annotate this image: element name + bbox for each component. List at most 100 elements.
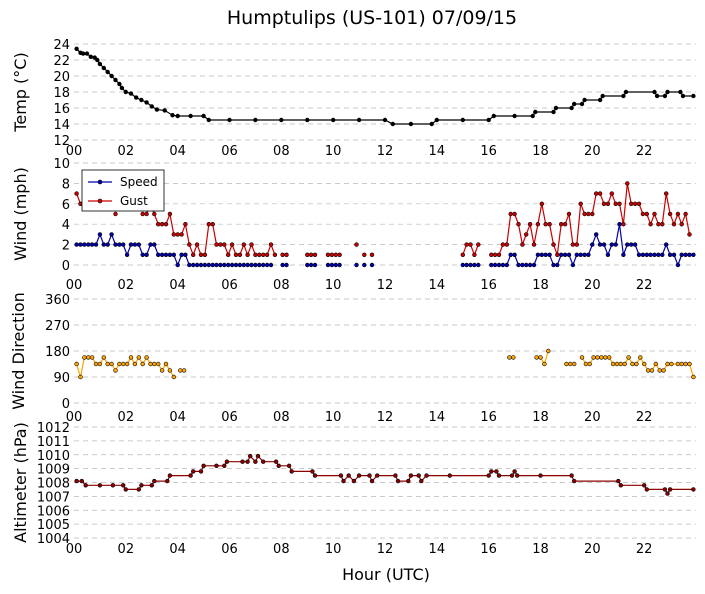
y-tick-label: 1008: [37, 477, 70, 492]
data-point: [120, 242, 126, 247]
data-point: [571, 361, 577, 367]
data-point: [569, 105, 574, 111]
x-tick-label: 08: [273, 144, 290, 159]
x-tick-label: 08: [273, 410, 290, 425]
data-point: [683, 211, 688, 217]
y-axis-label: Wind (mph): [11, 167, 30, 261]
data-point: [82, 355, 87, 360]
data-point: [218, 242, 223, 247]
data-point: [329, 252, 335, 258]
data-point: [198, 252, 204, 258]
y-tick-label: 360: [45, 293, 70, 308]
data-point: [644, 211, 649, 217]
data-point: [74, 361, 79, 367]
data-point: [264, 262, 270, 268]
y-tick-label: 90: [53, 371, 70, 386]
data-point: [233, 262, 239, 268]
data-point: [152, 361, 157, 367]
data-point: [124, 252, 130, 258]
data-point: [284, 262, 289, 268]
data-point: [593, 191, 599, 196]
data-point: [123, 487, 129, 492]
data-point: [562, 252, 568, 258]
data-point: [253, 262, 258, 268]
x-tick-label: 04: [169, 144, 186, 159]
data-point: [170, 112, 175, 118]
data-point: [240, 459, 245, 464]
data-point: [331, 117, 336, 123]
data-point: [312, 252, 318, 258]
data-point: [609, 191, 614, 196]
data-point: [644, 487, 649, 492]
data-point: [568, 361, 573, 367]
data-point: [574, 252, 579, 258]
data-point: [625, 242, 630, 247]
data-point: [434, 117, 439, 123]
data-point: [210, 262, 215, 268]
data-point: [88, 54, 94, 59]
data-point: [512, 252, 517, 258]
data-point: [603, 355, 608, 360]
data-point: [144, 100, 149, 105]
series-line: [76, 356, 175, 378]
x-tick-label: 08: [273, 542, 290, 557]
x-tick-label: 22: [636, 542, 653, 557]
x-tick-label: 18: [532, 144, 549, 159]
data-point: [508, 252, 513, 258]
data-point: [566, 211, 572, 217]
data-point: [156, 252, 161, 258]
data-point: [555, 252, 560, 258]
data-point: [597, 191, 603, 196]
x-tick-label: 02: [118, 542, 135, 557]
data-point: [101, 242, 107, 247]
data-point: [579, 101, 585, 107]
data-point: [486, 473, 491, 478]
data-point: [597, 242, 603, 247]
x-axis-label: Hour (UTC): [342, 565, 430, 584]
data-point: [531, 262, 537, 268]
data-point: [149, 483, 155, 488]
data-point: [226, 252, 231, 258]
x-tick-label: 14: [429, 542, 446, 557]
data-point: [86, 355, 91, 360]
data-point: [312, 262, 318, 268]
data-point: [95, 57, 100, 63]
data-point: [551, 109, 556, 115]
data-point: [351, 478, 357, 484]
data-point: [535, 252, 541, 258]
data-point: [74, 478, 79, 484]
data-point: [154, 107, 160, 112]
y-tick-label: 22: [53, 54, 70, 69]
y-tick-label: 1011: [37, 435, 70, 450]
y-tick-label: 8: [62, 177, 70, 192]
data-point: [136, 487, 142, 492]
data-point: [527, 222, 533, 227]
data-point: [511, 355, 516, 360]
data-point: [198, 469, 204, 474]
data-point: [496, 473, 502, 478]
data-point: [605, 201, 611, 207]
y-tick-label: 14: [53, 118, 70, 133]
x-tick-label: 20: [584, 542, 601, 557]
data-point: [97, 61, 103, 67]
data-point: [144, 211, 149, 217]
data-point: [188, 113, 193, 119]
data-point: [663, 191, 669, 196]
data-point: [253, 252, 258, 258]
x-tick-label: 18: [532, 410, 549, 425]
data-point: [354, 262, 359, 268]
data-point: [390, 121, 395, 127]
data-point: [356, 473, 362, 478]
x-tick-label: 16: [480, 542, 497, 557]
data-point: [671, 222, 677, 227]
y-tick-label: 2: [62, 239, 70, 254]
data-point: [527, 262, 533, 268]
data-point: [206, 222, 212, 227]
data-point: [191, 469, 196, 474]
data-point: [159, 252, 165, 258]
data-point: [354, 242, 359, 247]
data-point: [424, 473, 429, 478]
data-point: [134, 95, 139, 100]
data-point: [167, 252, 173, 258]
data-point: [587, 361, 592, 367]
